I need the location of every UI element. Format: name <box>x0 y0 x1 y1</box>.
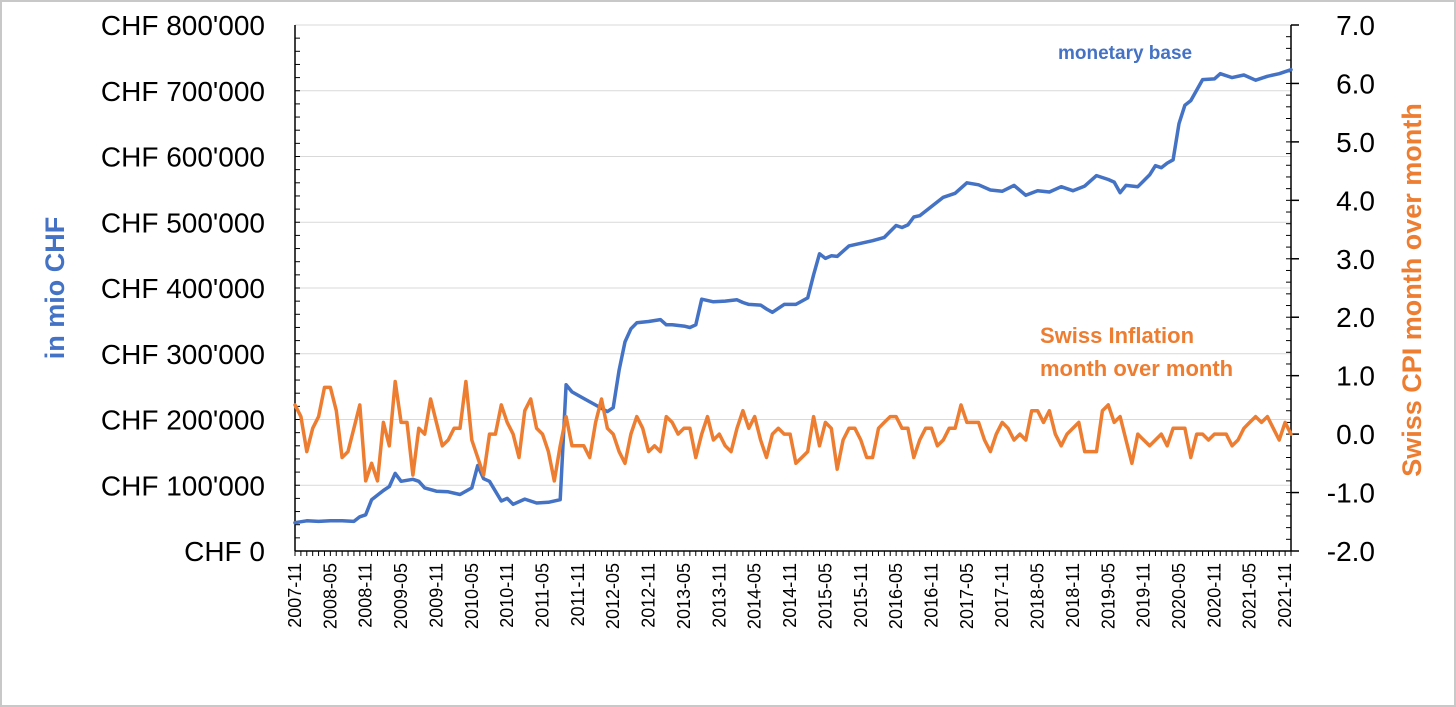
x-tick-label: 2018-11 <box>1063 563 1083 628</box>
x-tick-label: 2014-11 <box>780 563 800 628</box>
y-axis-left-label: in mio CHF <box>40 217 70 360</box>
x-tick-label: 2010-11 <box>497 563 517 628</box>
x-tick-label: 2018-05 <box>1028 563 1048 629</box>
x-tick-label: 2008-05 <box>320 563 340 629</box>
x-tick-label: 2017-11 <box>992 563 1012 628</box>
x-tick-label: 2020-11 <box>1204 563 1224 628</box>
x-tick-label: 2021-11 <box>1275 563 1295 628</box>
inflation-annotation-line-1: Swiss Inflation <box>1040 323 1194 348</box>
y-tick-left-label: CHF 100'000 <box>101 470 265 501</box>
x-tick-label: 2016-05 <box>886 563 906 629</box>
y-tick-right-label: 4.0 <box>1336 185 1375 216</box>
x-tick-label: 2019-11 <box>1134 563 1154 628</box>
y-tick-right-label: 3.0 <box>1336 244 1375 275</box>
x-tick-label: 2013-11 <box>709 563 729 628</box>
y-tick-right-label: 0.0 <box>1336 419 1375 450</box>
y-tick-right-label: 5.0 <box>1336 127 1375 158</box>
x-tick-label: 2009-11 <box>426 563 446 628</box>
x-tick-label: 2008-11 <box>356 563 376 628</box>
y-tick-left-label: CHF 400'000 <box>101 273 265 304</box>
x-tick-label: 2012-11 <box>639 563 659 628</box>
x-tick-label: 2009-05 <box>391 563 411 629</box>
y-axis-right-label: Swiss CPI month over month <box>1397 103 1427 477</box>
x-tick-label: 2019-05 <box>1098 563 1118 629</box>
x-tick-label: 2020-05 <box>1169 563 1189 629</box>
x-tick-label: 2011-11 <box>568 563 588 626</box>
y-tick-left-label: CHF 700'000 <box>101 76 265 107</box>
axes: CHF 0 CHF 100'000 CHF 200'000 CHF 300'000 CH… <box>101 10 1375 629</box>
y-tick-left-label: CHF 500'000 <box>101 207 265 238</box>
x-tick-label: 2015-05 <box>815 563 835 629</box>
gridlines <box>295 24 1291 486</box>
y-tick-left-label: CHF 300'000 <box>101 339 265 370</box>
x-tick-label: 2014-05 <box>745 563 765 629</box>
y-tick-right-label: 1.0 <box>1336 361 1375 392</box>
x-tick-label: 2012-05 <box>603 563 623 629</box>
x-tick-label: 2017-05 <box>957 563 977 629</box>
x-tick-label: 2016-11 <box>921 563 941 628</box>
y-tick-left-label: CHF 200'000 <box>101 405 265 436</box>
inflation-line <box>293 379 1293 483</box>
y-tick-right-label: 2.0 <box>1336 302 1375 333</box>
y-tick-right-label: -1.0 <box>1327 478 1375 509</box>
x-tick-label: 2015-11 <box>851 563 871 628</box>
series <box>293 67 1293 525</box>
x-tick-label: 2021-05 <box>1240 563 1260 629</box>
y-tick-left-label: CHF 600'000 <box>101 142 265 173</box>
y-tick-left-label: CHF 0 <box>184 536 265 567</box>
y-tick-right-label: 7.0 <box>1336 10 1375 41</box>
y-tick-left-label: CHF 800'000 <box>101 10 265 41</box>
inflation-annotation-line-2: month over month <box>1040 356 1233 381</box>
y-tick-right-label: 6.0 <box>1336 68 1375 99</box>
x-tick-label: 2007-11 <box>285 563 305 628</box>
monetary-base-annotation: monetary base <box>1058 43 1192 64</box>
monetary-base-line <box>293 67 1293 525</box>
x-tick-label: 2013-05 <box>674 563 694 629</box>
x-tick-label: 2011-05 <box>533 563 553 628</box>
y-tick-right-label: -2.0 <box>1327 536 1375 567</box>
x-tick-label: 2010-05 <box>462 563 482 629</box>
